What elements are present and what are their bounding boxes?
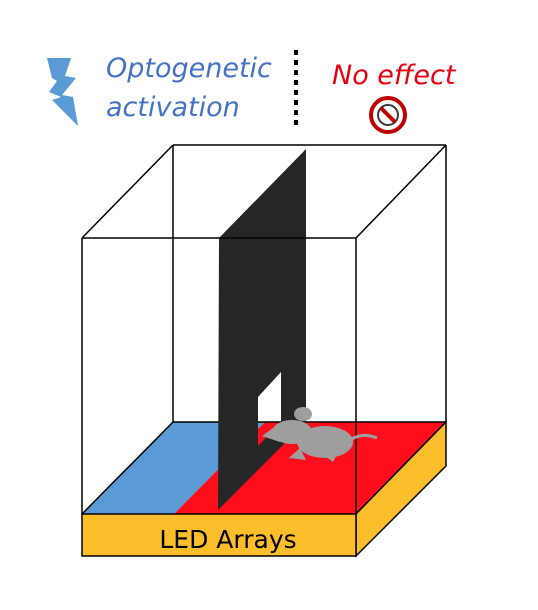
chamber bbox=[81, 144, 447, 515]
optogenetic-label-line2: activation bbox=[106, 92, 240, 123]
led-arrays-label: LED Arrays bbox=[159, 525, 296, 554]
prohibited-icon bbox=[369, 96, 407, 134]
optogenetic-label-line1: Optogenetic bbox=[106, 53, 272, 84]
chamber-top-left-edge bbox=[81, 144, 174, 239]
no-effect-legend: No effect bbox=[332, 60, 457, 134]
led-array-base: LED Arrays bbox=[81, 420, 447, 558]
chamber-top-right-edge bbox=[355, 144, 447, 239]
led-base-front bbox=[81, 513, 357, 557]
divider-wall bbox=[218, 149, 306, 510]
optogenetic-legend: Optogenetic activation bbox=[47, 53, 272, 126]
lightning-bolt-icon bbox=[47, 58, 78, 126]
no-effect-label: No effect bbox=[332, 60, 457, 91]
mouse-icon bbox=[262, 407, 378, 462]
